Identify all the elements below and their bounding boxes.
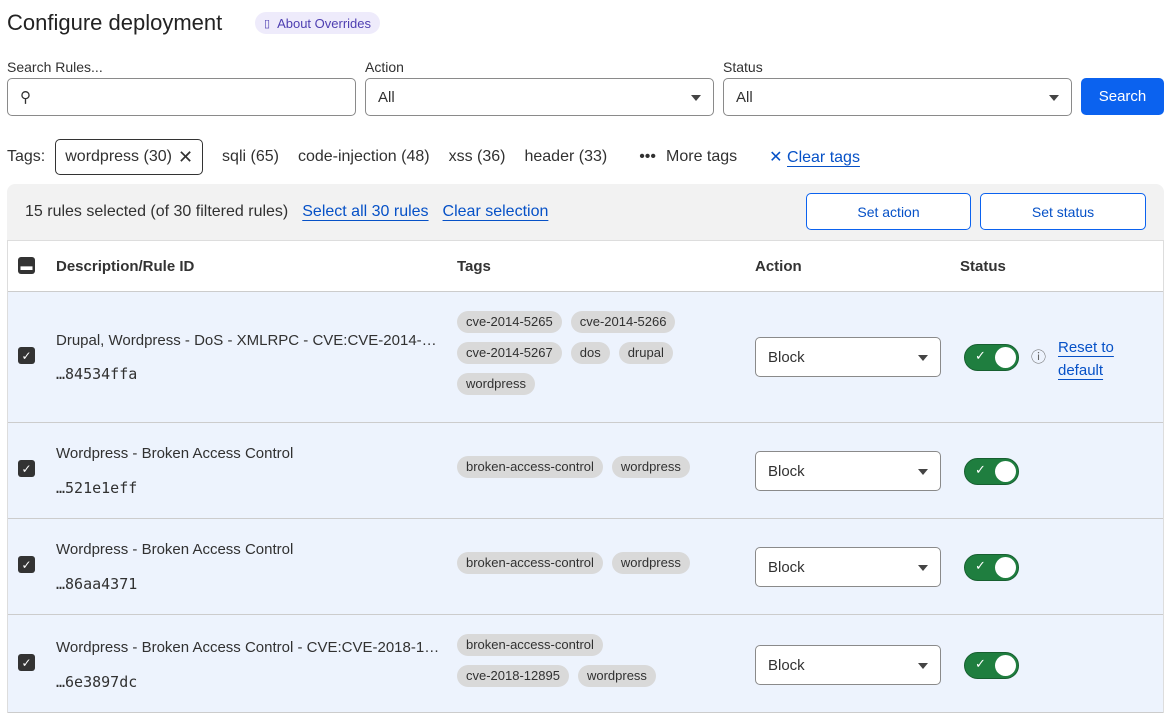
status-toggle[interactable]: ✓ — [964, 652, 1019, 679]
status-toggle[interactable]: ✓ — [964, 554, 1019, 581]
rules-table: ▬ Description/Rule ID Tags Action Status… — [7, 240, 1164, 713]
caret-down-icon — [1049, 95, 1059, 101]
set-action-button[interactable]: Set action — [806, 193, 971, 230]
column-description: Description/Rule ID — [56, 257, 195, 275]
tag-filter[interactable]: xss (36) — [448, 148, 506, 165]
selection-summary: 15 rules selected (of 30 filtered rules) — [25, 203, 289, 220]
rule-description: Wordpress - Broken Access Control — [56, 445, 294, 462]
tag: drupal — [618, 342, 673, 364]
tag-filter[interactable]: sqli (65) — [222, 148, 279, 165]
page-title: Configure deployment — [7, 10, 223, 35]
select-all-link[interactable]: Select all 30 rules — [302, 203, 429, 220]
ellipsis-icon: ••• — [639, 148, 657, 165]
row-checkbox[interactable]: ✓ — [18, 654, 35, 671]
tag: broken-access-control — [457, 456, 603, 478]
select-all-checkbox[interactable]: ▬ — [18, 257, 35, 274]
tag: wordpress — [611, 456, 690, 478]
more-tags-button[interactable]: ••• More tags — [639, 148, 738, 165]
tags-bar: Tags: wordpress (30) ✕ sqli (65) code-inj… — [7, 139, 860, 175]
tag: cve-2018-12895 — [457, 665, 569, 687]
action-value: Block — [768, 462, 805, 480]
column-status: Status — [960, 257, 1006, 275]
check-icon: ✓ — [975, 558, 986, 573]
book-icon: ▯ — [264, 17, 271, 30]
rule-id: …521e1eff — [56, 479, 138, 497]
rule-description: Drupal, Wordpress - DoS - XMLRPC - CVE:C… — [56, 332, 441, 349]
search-input[interactable]: ⚲ — [7, 78, 356, 116]
tag: wordpress — [457, 373, 535, 395]
rule-tags: broken-access-control wordpress — [457, 456, 727, 478]
action-select[interactable]: All — [365, 78, 714, 116]
status-label: Status — [723, 59, 763, 75]
tags-label: Tags: — [7, 148, 46, 165]
action-label: Action — [365, 59, 404, 75]
about-label: About Overrides — [277, 15, 371, 31]
action-select[interactable]: Block — [755, 645, 941, 685]
rule-description: Wordpress - Broken Access Control - CVE:… — [56, 639, 441, 656]
column-tags: Tags — [457, 257, 491, 275]
selection-bar: 15 rules selected (of 30 filtered rules)… — [7, 184, 1164, 240]
status-toggle[interactable]: ✓ — [964, 344, 1019, 371]
check-icon: ✓ — [975, 462, 986, 477]
search-label: Search Rules... — [7, 59, 103, 75]
about-overrides-link[interactable]: ▯ About Overrides — [255, 12, 380, 34]
tag-filter[interactable]: header (33) — [524, 148, 608, 165]
clear-tags-button[interactable]: ✕ Clear tags — [769, 149, 860, 166]
caret-down-icon — [918, 663, 928, 669]
set-status-button[interactable]: Set status — [980, 193, 1146, 230]
rule-tags: cve-2014-5265 cve-2014-5266 cve-2014-5267 d… — [457, 311, 707, 395]
action-value: Block — [768, 348, 805, 366]
info-icon[interactable]: ⓘ — [1031, 349, 1047, 366]
reset-to-default-link[interactable]: Reset to default — [1058, 339, 1114, 379]
tag: cve-2014-5266 — [570, 311, 676, 333]
tag: wordpress — [611, 552, 690, 574]
check-icon: ✓ — [975, 656, 986, 671]
table-row: ✓ Drupal, Wordpress - DoS - XMLRPC - CVE… — [8, 292, 1163, 423]
clear-selection-link[interactable]: Clear selection — [442, 203, 549, 220]
rule-id: …6e3897dc — [56, 673, 138, 691]
action-select[interactable]: Block — [755, 451, 941, 491]
tag: wordpress — [577, 665, 656, 687]
check-icon: ✓ — [975, 348, 986, 363]
caret-down-icon — [691, 95, 701, 101]
tag: broken-access-control — [457, 634, 603, 656]
action-value: Block — [768, 656, 805, 674]
tag: broken-access-control — [457, 552, 603, 574]
table-row: ✓ Wordpress - Broken Access Control …521… — [8, 423, 1163, 519]
action-select[interactable]: Block — [755, 547, 941, 587]
caret-down-icon — [918, 469, 928, 475]
search-button[interactable]: Search — [1081, 78, 1164, 115]
tag-filter[interactable]: code-injection (48) — [297, 148, 430, 165]
status-select[interactable]: All — [723, 78, 1072, 116]
caret-down-icon — [918, 355, 928, 361]
table-row: ✓ Wordpress - Broken Access Control - CV… — [8, 615, 1163, 713]
tag-label: wordpress (30) — [65, 148, 172, 165]
rule-tags: broken-access-control cve-2018-12895 wordp… — [457, 634, 677, 687]
close-icon: ✕ — [769, 149, 783, 166]
row-checkbox[interactable]: ✓ — [18, 347, 35, 364]
table-header: ▬ Description/Rule ID Tags Action Status — [8, 241, 1163, 292]
action-select[interactable]: Block — [755, 337, 941, 377]
tag: cve-2014-5265 — [457, 311, 562, 333]
rule-tags: broken-access-control wordpress — [457, 552, 727, 574]
status-toggle[interactable]: ✓ — [964, 458, 1019, 485]
row-checkbox[interactable]: ✓ — [18, 556, 35, 573]
close-icon[interactable]: ✕ — [177, 146, 194, 167]
action-value: Block — [768, 558, 805, 576]
rule-id: …84534ffa — [56, 365, 138, 383]
search-icon: ⚲ — [20, 89, 31, 106]
tag: dos — [570, 342, 610, 364]
rule-description: Wordpress - Broken Access Control — [56, 541, 294, 558]
caret-down-icon — [918, 565, 928, 571]
column-action: Action — [755, 257, 802, 275]
rule-id: …86aa4371 — [56, 575, 138, 593]
table-row: ✓ Wordpress - Broken Access Control …86a… — [8, 519, 1163, 615]
selected-tag-wordpress[interactable]: wordpress (30) ✕ — [55, 139, 204, 175]
tag: cve-2014-5267 — [457, 342, 562, 364]
row-checkbox[interactable]: ✓ — [18, 460, 35, 477]
